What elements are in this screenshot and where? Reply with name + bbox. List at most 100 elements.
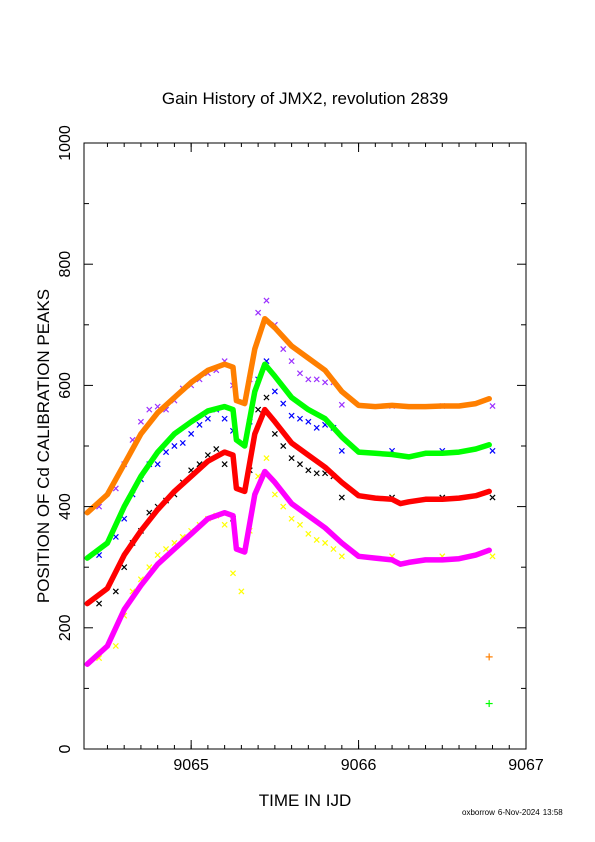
x-marker [96, 600, 103, 607]
x-marker-stroke [288, 358, 295, 365]
x-marker-stroke [330, 545, 337, 553]
x-marker-stroke [280, 346, 287, 353]
peak-curve-2 [84, 361, 492, 561]
x-marker [263, 394, 270, 401]
x-marker-stroke [288, 455, 295, 462]
x-marker-stroke [280, 503, 287, 510]
x-marker [171, 442, 178, 450]
x-marker-stroke [154, 552, 161, 559]
x-marker [489, 447, 496, 454]
y-axis-label: POSITION OF Cd CALIBRATION PEAKS [34, 289, 53, 603]
x-marker-stroke [188, 467, 195, 474]
x-marker-stroke [288, 515, 295, 522]
x-marker [338, 401, 345, 408]
x-marker [213, 446, 220, 453]
x-marker-stroke [204, 452, 211, 459]
x-marker [322, 539, 329, 546]
x-marker-stroke [221, 521, 228, 528]
x-marker [296, 370, 304, 377]
x-marker-stroke [322, 379, 329, 386]
plus-marker [485, 700, 493, 708]
x-marker [313, 424, 320, 431]
x-marker [280, 346, 287, 353]
x-marker [146, 406, 153, 413]
x-marker-stroke [213, 446, 220, 453]
x-marker-stroke [338, 447, 345, 454]
x-marker-stroke [296, 521, 304, 528]
x-marker-stroke [313, 536, 320, 543]
x-marker [154, 461, 161, 468]
x-marker [489, 402, 496, 410]
legend-markers [485, 653, 493, 708]
stamp-date: 6-Nov-2024 [497, 808, 540, 817]
x-marker-stroke [255, 406, 262, 413]
x-marker [188, 430, 195, 437]
x-marker-stroke [129, 588, 136, 595]
x-marker-stroke [112, 642, 119, 650]
x-marker-stroke [129, 436, 136, 443]
x-marker [271, 491, 278, 498]
x-marker [489, 553, 496, 560]
y-tick-label: 400 [57, 493, 74, 520]
x-marker-stroke [163, 406, 170, 413]
x-marker-stroke [489, 494, 496, 501]
x-marker-stroke [271, 491, 278, 498]
x-marker [288, 515, 295, 522]
x-marker-stroke [263, 455, 270, 462]
y-tick-label: 1000 [57, 125, 74, 161]
x-marker [121, 515, 128, 522]
x-marker [288, 358, 295, 365]
x-marker [271, 388, 278, 395]
x-marker [280, 442, 287, 450]
x-marker-stroke [188, 430, 195, 437]
x-marker [280, 503, 287, 510]
x-marker [204, 452, 211, 459]
x-marker [489, 494, 496, 501]
stamp-time: 13:58 [542, 808, 563, 817]
x-marker-stroke [238, 588, 245, 595]
x-marker [255, 406, 262, 413]
x-marker [196, 421, 203, 428]
x-marker-stroke [288, 412, 295, 419]
x-marker-stroke [255, 473, 262, 480]
x-marker [263, 455, 270, 462]
x-marker-stroke [112, 588, 119, 595]
x-marker-stroke [196, 421, 203, 428]
axes: 9065 9066 9067 0 200 400 600 800 1000 [57, 125, 544, 774]
x-marker [229, 570, 237, 577]
x-marker-stroke [96, 503, 103, 510]
x-marker-stroke [296, 415, 304, 422]
smoothed-peak-curves [84, 315, 492, 667]
x-marker-stroke [96, 655, 103, 662]
plot-frame [83, 142, 527, 750]
x-marker-stroke [96, 552, 103, 559]
peak-curve-1 [84, 315, 492, 516]
y-tick-label: 600 [57, 372, 74, 399]
x-marker-stroke [137, 576, 144, 583]
x-marker-stroke [338, 553, 345, 560]
x-marker-stroke [263, 394, 270, 401]
x-marker [338, 494, 345, 501]
x-marker-stroke [146, 564, 153, 571]
x-marker-stroke [146, 406, 153, 413]
x-marker [296, 415, 304, 422]
x-marker [204, 415, 211, 422]
x-marker-stroke [489, 402, 496, 410]
x-marker-stroke [221, 461, 228, 468]
x-marker-stroke [96, 600, 103, 607]
x-marker [330, 545, 337, 553]
x-marker [221, 461, 228, 468]
x-marker-stroke [305, 530, 312, 537]
x-marker-stroke [112, 533, 119, 540]
x-marker-stroke [280, 442, 287, 450]
x-marker [112, 642, 119, 650]
x-marker-stroke [163, 449, 170, 456]
x-marker [305, 376, 312, 383]
x-marker [288, 412, 295, 419]
x-marker-stroke [305, 376, 312, 383]
peak-curve-3 [84, 406, 492, 607]
x-marker-stroke [179, 533, 186, 540]
x-marker-stroke [263, 297, 270, 304]
x-marker [288, 455, 295, 462]
x-marker-stroke [313, 376, 320, 383]
